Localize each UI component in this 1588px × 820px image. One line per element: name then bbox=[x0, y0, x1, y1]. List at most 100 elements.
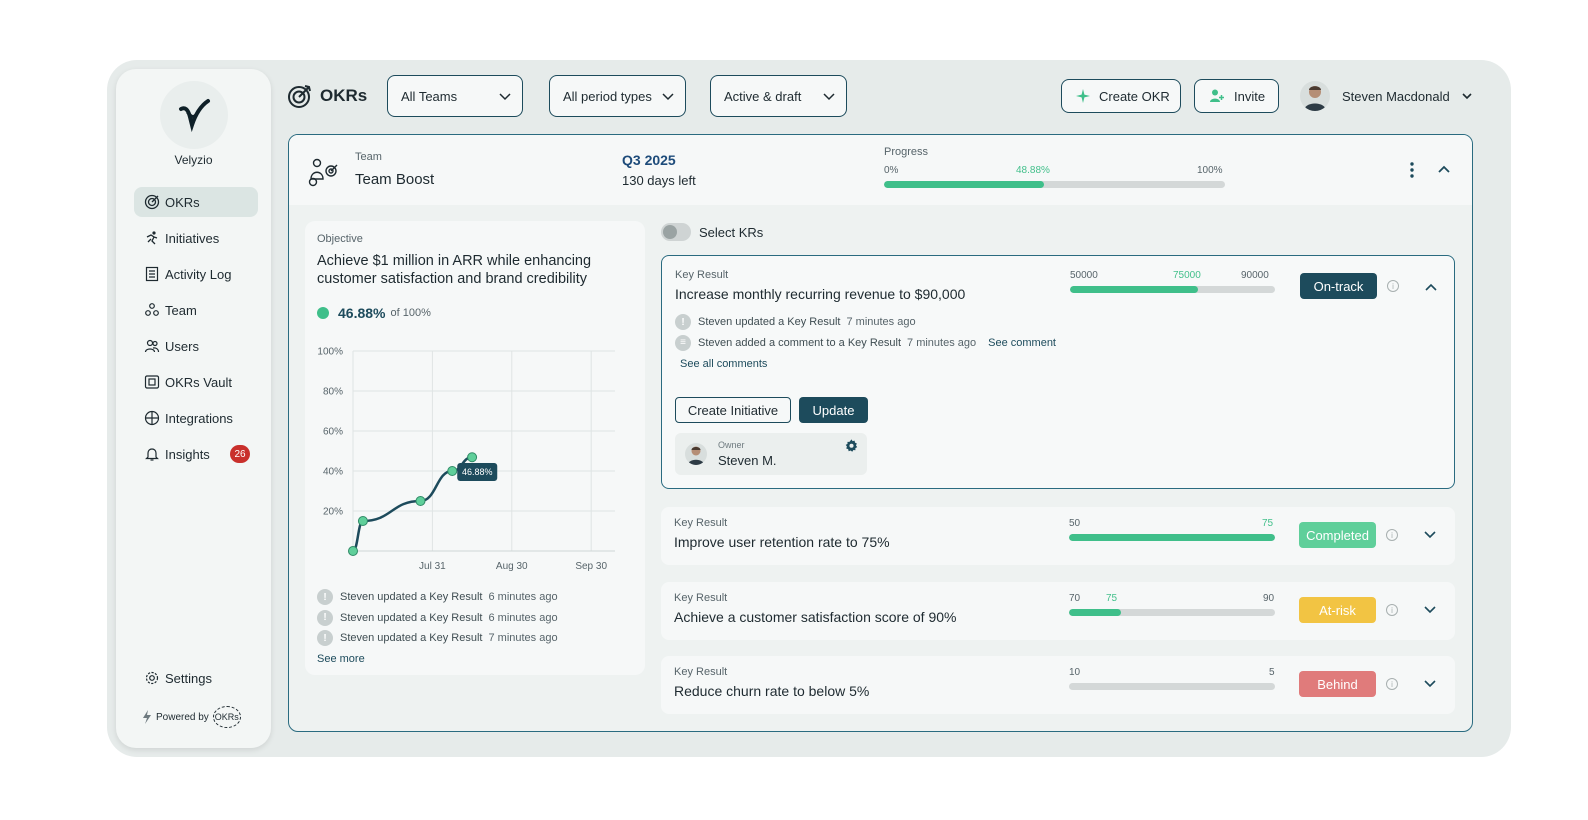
update-button[interactable]: Update bbox=[799, 397, 868, 423]
page-title: OKRs bbox=[287, 83, 367, 109]
data-point bbox=[447, 466, 458, 476]
see-more-link[interactable]: See more bbox=[317, 653, 365, 665]
info-icon[interactable]: i bbox=[1386, 678, 1398, 690]
kr-start-value: 70 bbox=[1069, 593, 1081, 604]
sidebar-item-insights[interactable]: Insights 26 bbox=[134, 439, 258, 469]
info-icon: ! bbox=[317, 609, 333, 626]
sidebar-item-team[interactable]: Team bbox=[134, 295, 258, 325]
kr-target-value: 90000 bbox=[1241, 270, 1269, 281]
user-menu[interactable]: Steven Macdonald bbox=[1300, 79, 1474, 113]
chevron-down-icon bbox=[662, 93, 674, 101]
sidebar-item-integrations[interactable]: Integrations bbox=[134, 403, 258, 433]
chevron-down-icon[interactable] bbox=[1423, 603, 1437, 617]
objective-activity-list: ! Steven updated a Key Result 6 minutes ag… bbox=[317, 587, 558, 649]
sidebar-item-okrs[interactable]: OKRs bbox=[134, 187, 258, 217]
key-result-card[interactable]: Key Result Reduce churn rate to below 5%… bbox=[661, 656, 1455, 714]
okr-card: Team Team Boost Q3 2025 130 days left Pr… bbox=[288, 134, 1473, 732]
sidebar-item-settings[interactable]: Settings bbox=[134, 663, 258, 693]
period-filter-select[interactable]: All period types bbox=[549, 75, 686, 117]
status-dot bbox=[317, 307, 329, 319]
activity-item: ! Steven updated a Key Result 6 minutes ag… bbox=[317, 608, 558, 629]
kr-target-value: 90 bbox=[1263, 593, 1275, 604]
status-badge[interactable]: At-risk bbox=[1299, 597, 1376, 623]
key-result-card[interactable]: Key Result Increase monthly recurring re… bbox=[661, 255, 1455, 489]
chevron-down-icon[interactable] bbox=[1423, 677, 1437, 691]
comment-icon: ≡ bbox=[675, 334, 691, 351]
info-icon[interactable]: i bbox=[1386, 604, 1398, 616]
select-krs-toggle[interactable]: Select KRs bbox=[661, 223, 763, 241]
owner-label: Owner bbox=[718, 440, 745, 450]
sidebar-item-activity-log[interactable]: Activity Log bbox=[134, 259, 258, 289]
powered-by-label: Powered by bbox=[156, 711, 209, 723]
sidebar-item-label: Settings bbox=[165, 670, 212, 686]
kr-progress-fill bbox=[1069, 534, 1275, 541]
kr-progress-bar bbox=[1070, 286, 1275, 293]
sidebar-item-initiatives[interactable]: Initiatives bbox=[134, 223, 258, 253]
progress-label: Progress bbox=[884, 146, 929, 158]
brand-logo[interactable] bbox=[160, 81, 228, 149]
kr-progress-bar bbox=[1069, 534, 1275, 541]
key-result-title: Increase monthly recurring revenue to $9… bbox=[675, 286, 966, 302]
see-all-comments-link[interactable]: See all comments bbox=[680, 358, 768, 370]
key-result-label: Key Result bbox=[674, 517, 728, 529]
toggle-switch[interactable] bbox=[661, 223, 691, 241]
activity-item: ! Steven updated a Key Result 6 minutes ag… bbox=[317, 587, 558, 608]
quarter-label[interactable]: Q3 2025 bbox=[622, 152, 676, 168]
owner-avatar bbox=[685, 443, 707, 465]
see-comment-link[interactable]: See comment bbox=[988, 336, 1056, 349]
sidebar-item-users[interactable]: Users bbox=[134, 331, 258, 361]
key-result-label: Key Result bbox=[675, 269, 729, 281]
activity-item: ! Steven updated a Key Result 7 minutes ag… bbox=[317, 628, 558, 649]
top-bar: OKRs All Teams All period types Active &… bbox=[287, 75, 1487, 117]
brand-name: Velyzio bbox=[174, 153, 213, 167]
key-result-title: Achieve a customer satisfaction score of… bbox=[674, 609, 957, 625]
days-left: 130 days left bbox=[622, 173, 696, 188]
invite-button[interactable]: Invite bbox=[1194, 79, 1279, 113]
sidebar-item-okrs-vault[interactable]: OKRs Vault bbox=[134, 367, 258, 397]
objective-percent-value: 46.88% bbox=[338, 305, 386, 321]
team-target-icon bbox=[308, 158, 338, 187]
data-point bbox=[357, 516, 368, 526]
status-filter-select[interactable]: Active & draft bbox=[710, 75, 847, 117]
sidebar-item-label: Integrations bbox=[165, 410, 233, 426]
y-tick-label: 60% bbox=[323, 427, 343, 438]
y-tick-label: 100% bbox=[317, 347, 343, 358]
running-icon bbox=[146, 231, 158, 245]
team-icon bbox=[145, 303, 159, 316]
info-icon[interactable]: i bbox=[1386, 529, 1398, 541]
sidebar-item-label: Activity Log bbox=[165, 266, 232, 282]
info-icon[interactable]: i bbox=[1387, 280, 1399, 292]
status-filter-value: Active & draft bbox=[724, 88, 802, 104]
gear-icon[interactable] bbox=[845, 439, 858, 452]
sidebar-item-label: Initiatives bbox=[165, 230, 220, 246]
info-icon: ! bbox=[675, 314, 691, 331]
create-okr-button[interactable]: Create OKR bbox=[1061, 79, 1181, 113]
chevron-up-icon[interactable] bbox=[1437, 162, 1451, 176]
more-vertical-icon[interactable] bbox=[1409, 161, 1415, 179]
chevron-down-icon bbox=[499, 93, 511, 101]
kr-current-value: 75000 bbox=[1173, 270, 1201, 281]
tooltip-box bbox=[457, 463, 498, 481]
status-badge[interactable]: On-track bbox=[1300, 273, 1377, 299]
key-result-card[interactable]: Key Result Improve user retention rate t… bbox=[661, 507, 1455, 565]
key-result-card[interactable]: Key Result Achieve a customer satisfacti… bbox=[661, 582, 1455, 640]
x-tick-label: Jul 31 bbox=[419, 561, 446, 572]
chevron-up-icon[interactable] bbox=[1424, 280, 1438, 294]
team-filter-value: All Teams bbox=[401, 88, 458, 104]
owner-name: Steven M. bbox=[718, 453, 777, 468]
create-initiative-button[interactable]: Create Initiative bbox=[675, 397, 791, 423]
kr-start-value: 10 bbox=[1069, 667, 1081, 678]
progress-min: 0% bbox=[884, 165, 899, 176]
sidebar-settings: Settings bbox=[134, 663, 258, 699]
target-icon bbox=[288, 85, 311, 108]
status-badge[interactable]: Behind bbox=[1299, 671, 1376, 697]
progress-bar-fill bbox=[884, 181, 1044, 188]
progress-bar bbox=[884, 181, 1225, 188]
chevron-down-icon[interactable] bbox=[1423, 528, 1437, 542]
objective-label: Objective bbox=[317, 233, 363, 245]
user-avatar-icon bbox=[688, 446, 704, 465]
status-badge[interactable]: Completed bbox=[1299, 522, 1376, 548]
sparkle-icon bbox=[1076, 89, 1090, 103]
chevron-down-icon bbox=[1462, 93, 1472, 100]
team-filter-select[interactable]: All Teams bbox=[387, 75, 523, 117]
